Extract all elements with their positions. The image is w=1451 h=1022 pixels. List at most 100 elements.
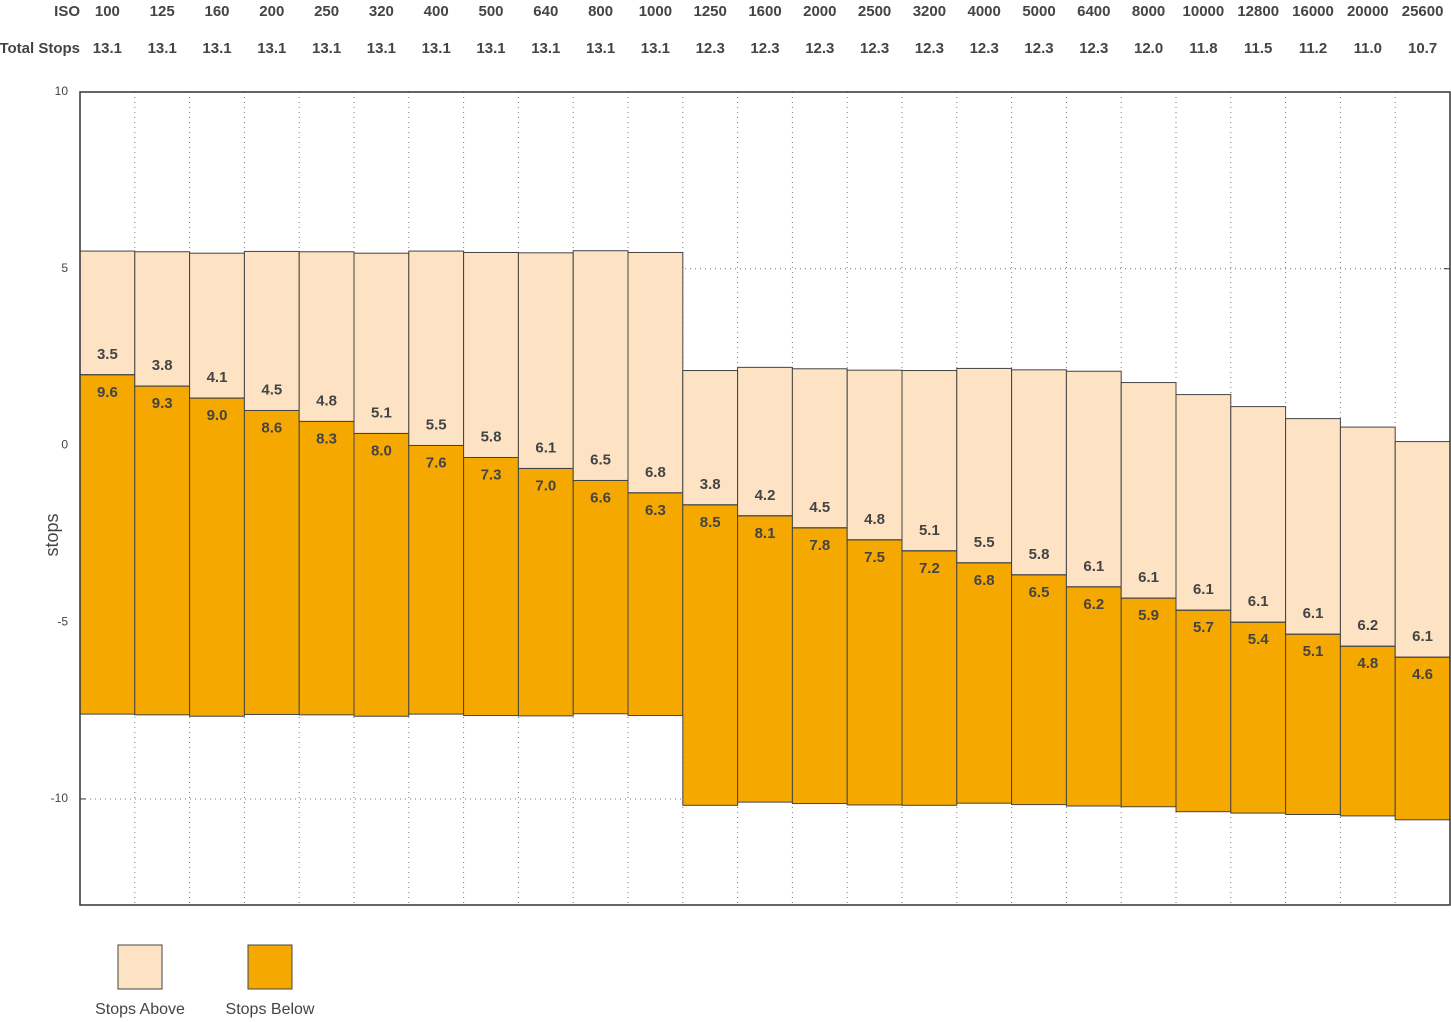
value-label: 3.5 [97, 346, 118, 363]
bar-segment [1065, 370, 1122, 588]
value-label: 7.3 [481, 466, 502, 483]
legend-swatch [247, 944, 293, 990]
value-label: 5.5 [426, 416, 447, 433]
total-stops: 13.1 [367, 40, 396, 57]
total-stops: 13.1 [257, 40, 286, 57]
iso-label: 400 [424, 3, 449, 20]
value-label: 5.1 [919, 522, 940, 539]
iso-label: 10000 [1183, 3, 1225, 20]
bar-segment [737, 366, 793, 517]
value-label: 6.3 [645, 502, 666, 519]
value-label: 7.2 [919, 560, 940, 577]
iso-label: 12800 [1237, 3, 1279, 20]
value-label: 5.9 [1138, 607, 1159, 624]
bar-segment [243, 409, 300, 715]
value-label: 5.1 [371, 404, 392, 421]
bar-segment [1339, 426, 1396, 647]
total-stops: 13.1 [93, 40, 122, 57]
row-label: Total Stops [0, 40, 80, 57]
value-label: 5.5 [974, 534, 995, 551]
total-stops: 12.3 [915, 40, 944, 57]
total-stops: 10.7 [1408, 40, 1437, 57]
value-label: 3.8 [152, 357, 173, 374]
iso-label: 2500 [858, 3, 891, 20]
bar-segment [627, 492, 684, 717]
bar-segment [353, 252, 410, 434]
bar-segment [134, 385, 191, 716]
plot-frame [79, 91, 1451, 906]
iso-label: 200 [259, 3, 284, 20]
bar-segment [408, 250, 465, 446]
total-stops: 13.1 [422, 40, 451, 57]
value-label: 8.0 [371, 442, 392, 459]
bar-segment [956, 562, 1013, 804]
iso-label: 320 [369, 3, 394, 20]
bar-segment [1120, 382, 1177, 599]
bar-segment [1339, 645, 1396, 817]
total-stops: 13.1 [531, 40, 560, 57]
y-tick-label: 0 [61, 438, 68, 452]
bar-segment [353, 432, 410, 717]
value-label: 5.8 [1029, 546, 1050, 563]
iso-label: 8000 [1132, 3, 1165, 20]
bar-segment [1011, 369, 1067, 576]
row-label: ISO [54, 3, 80, 20]
value-label: 8.1 [755, 525, 776, 542]
total-stops: 12.3 [805, 40, 834, 57]
value-label: 6.6 [590, 489, 611, 506]
value-label: 8.3 [316, 430, 337, 447]
value-label: 7.6 [426, 454, 447, 471]
y-axis-label: stops [42, 513, 62, 556]
total-stops: 11.0 [1354, 40, 1382, 57]
bar-segment [1394, 656, 1451, 821]
iso-label: 25600 [1402, 3, 1444, 20]
bar-segment [1285, 418, 1341, 635]
bar-segment [298, 251, 355, 422]
value-label: 8.5 [700, 514, 721, 531]
bar-segment [517, 252, 574, 469]
total-stops: 13.1 [476, 40, 505, 57]
bar-segment [1065, 586, 1122, 807]
bar-segment [1230, 406, 1287, 623]
bar-segment [1120, 597, 1177, 808]
iso-label: 1250 [694, 3, 727, 20]
value-label: 7.8 [809, 537, 830, 554]
bar-segment [1394, 441, 1451, 658]
iso-label: 6400 [1077, 3, 1110, 20]
value-label: 3.8 [700, 476, 721, 493]
value-label: 9.0 [207, 407, 228, 424]
bar-segment [298, 420, 355, 716]
value-label: 6.2 [1357, 617, 1378, 634]
total-stops: 11.8 [1189, 40, 1217, 57]
value-label: 6.5 [590, 451, 611, 468]
iso-label: 4000 [968, 3, 1001, 20]
value-label: 4.1 [207, 369, 228, 386]
iso-label: 2000 [803, 3, 836, 20]
iso-label: 250 [314, 3, 339, 20]
value-label: 6.1 [1193, 581, 1214, 598]
bar-segment [189, 397, 245, 717]
total-stops: 12.3 [970, 40, 999, 57]
bar-segment [1175, 394, 1232, 611]
value-label: 4.8 [1357, 655, 1378, 672]
y-tick-label: 5 [61, 261, 68, 275]
total-stops: 12.3 [860, 40, 889, 57]
value-label: 6.1 [535, 439, 556, 456]
value-label: 5.1 [1303, 643, 1324, 660]
bar-segment [408, 444, 465, 715]
iso-label: 5000 [1022, 3, 1055, 20]
bar-segment [791, 527, 848, 805]
value-label: 4.5 [809, 499, 830, 516]
value-label: 4.6 [1412, 666, 1433, 683]
total-stops: 12.0 [1134, 40, 1163, 57]
bar-segment [1285, 633, 1341, 816]
y-tick-label: 10 [55, 84, 69, 98]
value-label: 4.5 [261, 381, 282, 398]
value-label: 8.6 [261, 419, 282, 436]
value-label: 6.2 [1083, 596, 1104, 613]
iso-label: 125 [150, 3, 175, 20]
legend-label: Stops Above [95, 1001, 185, 1018]
bar-segment [791, 368, 848, 529]
total-stops: 13.1 [148, 40, 177, 57]
